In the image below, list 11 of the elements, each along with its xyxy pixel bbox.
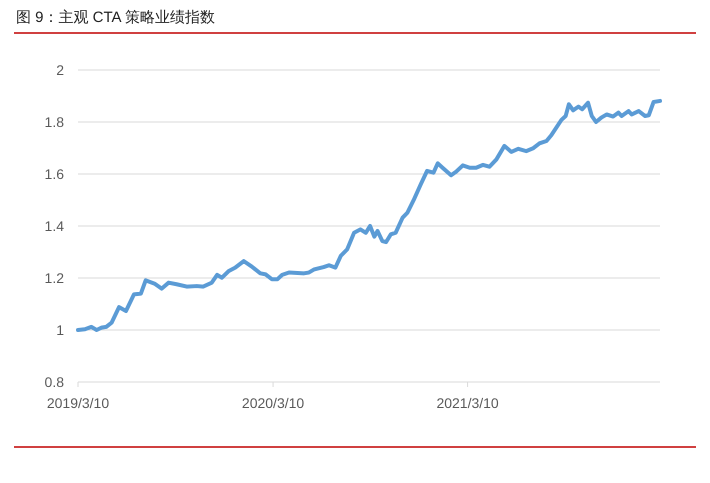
x-tick-label: 2020/3/10 (242, 395, 304, 411)
y-tick-label: 1.8 (44, 114, 64, 130)
y-tick-label: 1.6 (44, 166, 64, 182)
y-tick-label: 1 (56, 322, 64, 338)
y-tick-label: 0.8 (44, 374, 64, 390)
x-tick-label: 2019/3/10 (46, 395, 110, 411)
y-tick-label: 1.2 (44, 270, 64, 286)
y-tick-label: 2 (56, 62, 64, 78)
chart-title: 图 9：主观 CTA 策略业绩指数 (16, 9, 215, 26)
x-tick-label: 2021/3/10 (436, 395, 499, 411)
y-tick-label: 1.4 (44, 218, 64, 234)
